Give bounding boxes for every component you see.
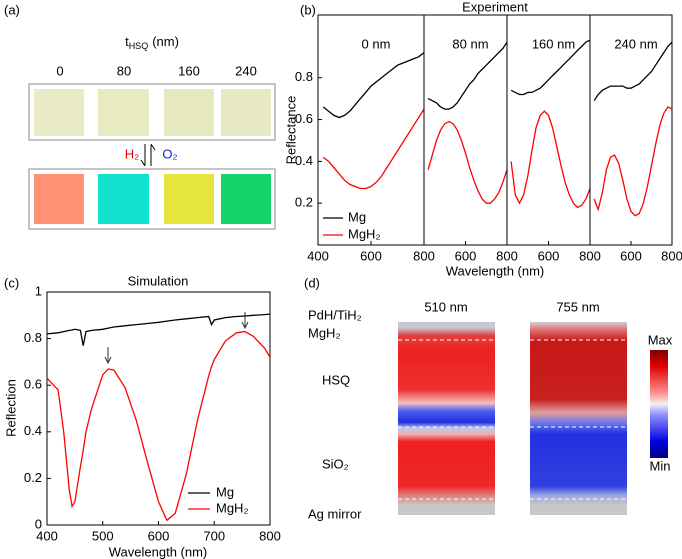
legend-label: MgH₂	[216, 500, 249, 515]
panel-label: (d)	[304, 275, 320, 290]
peak-arrow	[241, 312, 249, 330]
legend-label: MgH₂	[348, 226, 381, 241]
x-tick-label: 800	[413, 248, 435, 263]
y-tick-label: 0.8	[24, 330, 42, 345]
layer-label: HSQ	[322, 372, 350, 387]
x-tick-label: 400	[36, 528, 58, 543]
layer-boundaries	[398, 339, 627, 500]
line-series	[510, 110, 591, 209]
x-tick-label: 500	[92, 528, 114, 543]
axis-title: tHSQ (nm)	[125, 34, 179, 51]
y-tick-label: 0.6	[24, 377, 42, 392]
swatch	[34, 174, 84, 224]
colorbar-label: Max	[648, 332, 673, 347]
x-tick-label: 800	[496, 248, 518, 263]
x-tick-label: 700	[203, 528, 225, 543]
line-series	[510, 39, 591, 96]
arrow-down	[140, 144, 146, 167]
wavelength-label: 510 nm	[424, 299, 467, 314]
x-tick-label: 600	[360, 248, 382, 263]
swatch	[221, 89, 271, 136]
x-tick-label: 600	[620, 248, 642, 263]
y-tick-label: 0.6	[295, 111, 313, 126]
panel-label: (b)	[300, 2, 316, 17]
layer-label: SiO₂	[322, 456, 349, 471]
subplot-label: 0 nm	[362, 36, 391, 51]
thickness-label: 80	[117, 63, 131, 78]
thickness-label: 160	[178, 63, 200, 78]
line-series	[322, 52, 425, 119]
swatch	[98, 89, 149, 136]
peak-arrow	[104, 347, 112, 365]
plot-frame	[46, 291, 271, 526]
y-tick-label: 0.8	[295, 69, 313, 84]
wavelength-label: 755 nm	[556, 299, 599, 314]
swatch	[221, 174, 271, 224]
field-map	[398, 322, 495, 515]
y-tick-label: 1	[35, 283, 42, 298]
arrow-up	[150, 143, 156, 166]
axis-symbol: t	[125, 34, 129, 49]
swatch	[98, 174, 149, 224]
thickness-label: 240	[235, 63, 257, 78]
line-series	[46, 313, 271, 346]
y-tick-label: 0.4	[295, 153, 313, 168]
line-series	[593, 41, 673, 102]
chart-title: Experiment	[462, 0, 528, 14]
line-series	[427, 41, 508, 110]
axis-unit: (nm)	[152, 34, 179, 49]
gas-label: O₂	[162, 146, 177, 161]
layer-label: Ag mirror	[308, 506, 362, 521]
panel-label: (a)	[4, 2, 20, 17]
x-tick-label: 600	[455, 248, 477, 263]
line-series	[427, 120, 508, 204]
y-tick-label: 0.2	[24, 470, 42, 485]
x-tick-label: 600	[538, 248, 560, 263]
line-series	[322, 108, 425, 190]
legend-label: Mg	[348, 209, 366, 224]
field-map	[530, 322, 627, 515]
swatch	[34, 89, 84, 136]
y-tick-label: 0.4	[24, 423, 42, 438]
y-axis-label: Reflectance	[283, 96, 298, 165]
layer-label: PdH/TiH₂	[308, 307, 362, 322]
chart-title: Simulation	[128, 273, 189, 288]
x-tick-label: 800	[259, 528, 281, 543]
legend-label: Mg	[216, 484, 234, 499]
x-tick-label: 600	[148, 528, 170, 543]
subplot-label: 160 nm	[532, 36, 575, 51]
x-tick-label: 800	[661, 248, 682, 263]
colorbar	[650, 350, 668, 458]
panel-label: (c)	[4, 275, 19, 290]
x-tick-label: 800	[579, 248, 601, 263]
y-tick-label: 0.2	[295, 195, 313, 210]
x-axis-label: Wavelength (nm)	[109, 544, 208, 559]
line-series	[46, 330, 271, 522]
subplot-label: 80 nm	[452, 36, 488, 51]
line-series	[593, 106, 673, 217]
layer-label: MgH₂	[308, 325, 341, 340]
swatch	[164, 89, 214, 136]
swatch	[164, 174, 214, 224]
x-axis-label: Wavelength (nm)	[446, 263, 545, 278]
gas-label: H₂	[125, 146, 139, 161]
y-axis-label: Reflection	[3, 379, 18, 437]
x-tick-label: 400	[307, 248, 329, 263]
colorbar-label: Min	[650, 458, 671, 473]
subplot-label: 240 nm	[614, 36, 657, 51]
axis-subscript: HSQ	[129, 41, 149, 51]
thickness-label: 0	[56, 63, 63, 78]
y-tick-label: 0	[35, 516, 42, 531]
